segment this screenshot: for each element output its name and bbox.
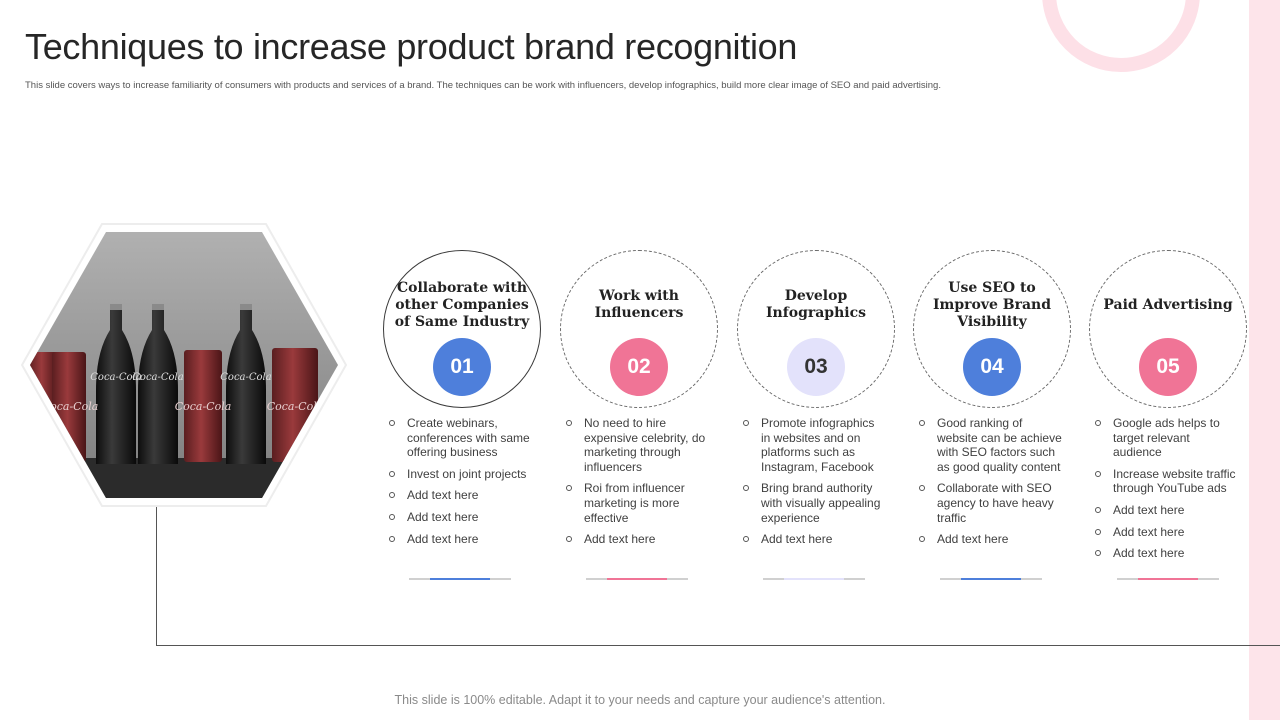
step-underline: [1117, 578, 1219, 580]
slide-subtitle: This slide covers ways to increase famil…: [25, 80, 941, 91]
step-bullets: Good ranking of website can be achieve w…: [913, 416, 1063, 547]
step-underline: [940, 578, 1042, 580]
bullet-item: Invest on joint projects: [387, 467, 533, 482]
step-bullets: Google ads helps to target relevant audi…: [1089, 416, 1239, 561]
bullet-item: Good ranking of website can be achieve w…: [917, 416, 1063, 474]
step-bullets: Create webinars, conferences with same o…: [383, 416, 533, 546]
step-ring: Develop Infographics 03: [737, 250, 895, 408]
frame-line-vertical: [156, 505, 157, 646]
step-title: Develop Infographics: [765, 288, 867, 321]
right-accent-band: [1249, 0, 1280, 720]
coca-cola-bottles-image: Coca-Cola Coca-Cola Coca-Cola Coca-Cola …: [20, 223, 348, 507]
step-title: Use SEO to Improve Brand Visibility: [932, 279, 1052, 330]
can-label: Coca-Cola: [175, 400, 232, 413]
bullet-item: Create webinars, conferences with same o…: [387, 416, 533, 460]
step-01: Collaborate with other Companies of Same…: [383, 250, 543, 553]
bullet-item: Add text here: [741, 532, 887, 547]
bullet-item: Increase website traffic through YouTube…: [1093, 467, 1239, 496]
step-ring: Paid Advertising 05: [1089, 250, 1247, 408]
bullet-item: Add text here: [387, 532, 533, 547]
footer-note: This slide is 100% editable. Adapt it to…: [394, 693, 886, 707]
bullet-item: Add text here: [1093, 503, 1239, 518]
bullet-item: Add text here: [387, 488, 533, 503]
bullet-item: Roi from influencer marketing is more ef…: [564, 481, 710, 525]
slide-title: Techniques to increase product brand rec…: [25, 26, 798, 67]
bullet-item: No need to hire expensive celebrity, do …: [564, 416, 710, 474]
step-number-badge: 01: [433, 338, 491, 396]
step-bullets: No need to hire expensive celebrity, do …: [560, 416, 710, 547]
step-underline: [763, 578, 865, 580]
step-title: Collaborate with other Companies of Same…: [394, 279, 530, 330]
bullet-item: Bring brand authority with visually appe…: [741, 481, 887, 525]
step-title: Paid Advertising: [1103, 296, 1233, 313]
step-ring: Use SEO to Improve Brand Visibility 04: [913, 250, 1071, 408]
bottle-label: Coca-Cola: [90, 372, 141, 383]
can-label: Coca-Cola: [267, 400, 324, 413]
step-03: Develop Infographics 03 Promote infograp…: [737, 250, 897, 554]
bullet-item: Google ads helps to target relevant audi…: [1093, 416, 1239, 460]
bullet-item: Add text here: [917, 532, 1063, 547]
can-label: Coca-Cola: [42, 400, 99, 413]
step-number-badge: 04: [963, 338, 1021, 396]
step-ring: Collaborate with other Companies of Same…: [383, 250, 541, 408]
step-02: Work with Influencers 02 No need to hire…: [560, 250, 720, 554]
bullet-item: Add text here: [564, 532, 710, 547]
step-number-badge: 02: [610, 338, 668, 396]
step-title: Work with Influencers: [594, 288, 684, 321]
bullet-item: Collaborate with SEO agency to have heav…: [917, 481, 1063, 525]
bullet-item: Add text here: [387, 510, 533, 525]
step-underline: [586, 578, 688, 580]
step-underline: [409, 578, 511, 580]
decorative-ring: [1042, 0, 1200, 72]
step-number-badge: 05: [1139, 338, 1197, 396]
bottle-label: Coca-Cola: [132, 372, 183, 383]
step-number-badge: 03: [787, 338, 845, 396]
step-ring: Work with Influencers 02: [560, 250, 718, 408]
bottle-label: Coca-Cola: [220, 372, 271, 383]
step-04: Use SEO to Improve Brand Visibility 04 G…: [913, 250, 1073, 554]
bullet-item: Add text here: [1093, 546, 1239, 561]
step-05: Paid Advertising 05 Google ads helps to …: [1089, 250, 1249, 568]
frame-line-horizontal: [156, 645, 1280, 646]
bullet-item: Promote infographics in websites and on …: [741, 416, 887, 474]
step-bullets: Promote infographics in websites and on …: [737, 416, 887, 547]
hexagon-photo: Coca-Cola Coca-Cola Coca-Cola Coca-Cola …: [18, 220, 350, 510]
bullet-item: Add text here: [1093, 525, 1239, 540]
